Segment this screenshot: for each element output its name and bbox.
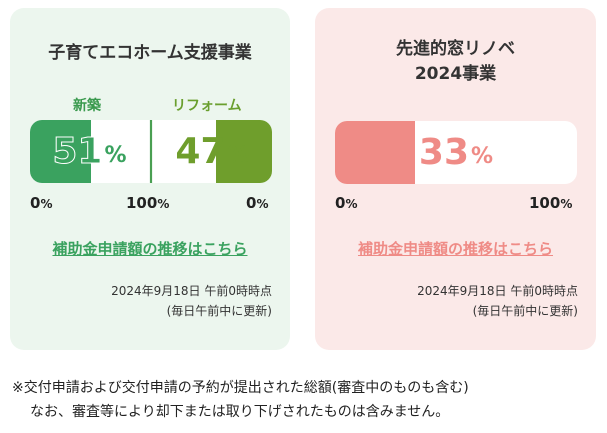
madoreno-percentage-unit: % <box>471 144 494 169</box>
footnote-line2: なお、審査等により却下または取り下げされたものは含みません。 <box>30 404 450 420</box>
reform-progress-fill <box>216 120 272 183</box>
shinchiku-progress-fill <box>30 120 91 183</box>
kosodate-timestamp-block: 2024年9月18日 午前0時時点 (毎日午前中に更新) <box>111 281 272 321</box>
madoreno-percentage: 33% <box>335 121 577 184</box>
madoreno-update-note: (毎日午前中に更新) <box>472 304 578 318</box>
reform-label: リフォーム <box>172 98 242 114</box>
madoreno-card: 先進的窓リノベ 2024事業 33% 0% 100% 補助金申請額の推移はこちら… <box>315 8 596 350</box>
madoreno-axis-zero: 0% <box>335 194 358 212</box>
madoreno-history-link[interactable]: 補助金申請額の推移はこちら <box>357 240 553 258</box>
axis-label-reform-zero: 0% <box>246 194 269 212</box>
kosodate-title: 子育てエコホーム支援事業 <box>48 43 252 63</box>
footnote-line1: ※交付申請および交付申請の予約が提出された総額(審査中のものも含む) <box>12 380 469 396</box>
reform-percentage-unit: % <box>227 143 250 168</box>
madoreno-percentage-value: 33 <box>418 131 470 173</box>
kosodate-card: 子育てエコホーム支援事業 新築 リフォーム 51% 47% 0% 100% 0%… <box>10 8 290 350</box>
reform-percentage-value: 47 <box>175 130 226 172</box>
madoreno-title: 先進的窓リノベ 2024事業 <box>315 37 596 87</box>
shinchiku-percentage: 51% <box>30 120 149 183</box>
reform-percentage: 47% <box>153 120 272 183</box>
shinchiku-label: 新築 <box>73 98 101 114</box>
kosodate-history-link[interactable]: 補助金申請額の推移はこちら <box>52 240 248 258</box>
madoreno-timestamp-block: 2024年9月18日 午前0時時点 (毎日午前中に更新) <box>417 281 578 321</box>
footnotes: ※交付申請および交付申請の予約が提出された総額(審査中のものも含む) なお、審査… <box>12 376 469 424</box>
kosodate-update-note: (毎日午前中に更新) <box>166 304 272 318</box>
madoreno-axis-hundred: 100% <box>529 194 573 212</box>
bar-divider <box>150 120 152 183</box>
shinchiku-percentage-value: 51 <box>52 130 103 172</box>
axis-label-shinchiku-zero: 0% <box>30 194 53 212</box>
axis-label-hundred: 100% <box>126 194 170 212</box>
shinchiku-percentage-unit: % <box>104 143 127 168</box>
madoreno-progress-fill <box>335 121 415 184</box>
madoreno-timestamp: 2024年9月18日 午前0時時点 <box>417 284 578 298</box>
madoreno-title-line2: 2024事業 <box>414 64 497 84</box>
madoreno-title-line1: 先進的窓リノベ <box>396 39 515 59</box>
shinchiku-progress-bar: 51% <box>30 120 149 183</box>
kosodate-timestamp: 2024年9月18日 午前0時時点 <box>111 284 272 298</box>
reform-progress-bar: 47% <box>153 120 272 183</box>
madoreno-progress-bar: 33% <box>335 121 577 184</box>
